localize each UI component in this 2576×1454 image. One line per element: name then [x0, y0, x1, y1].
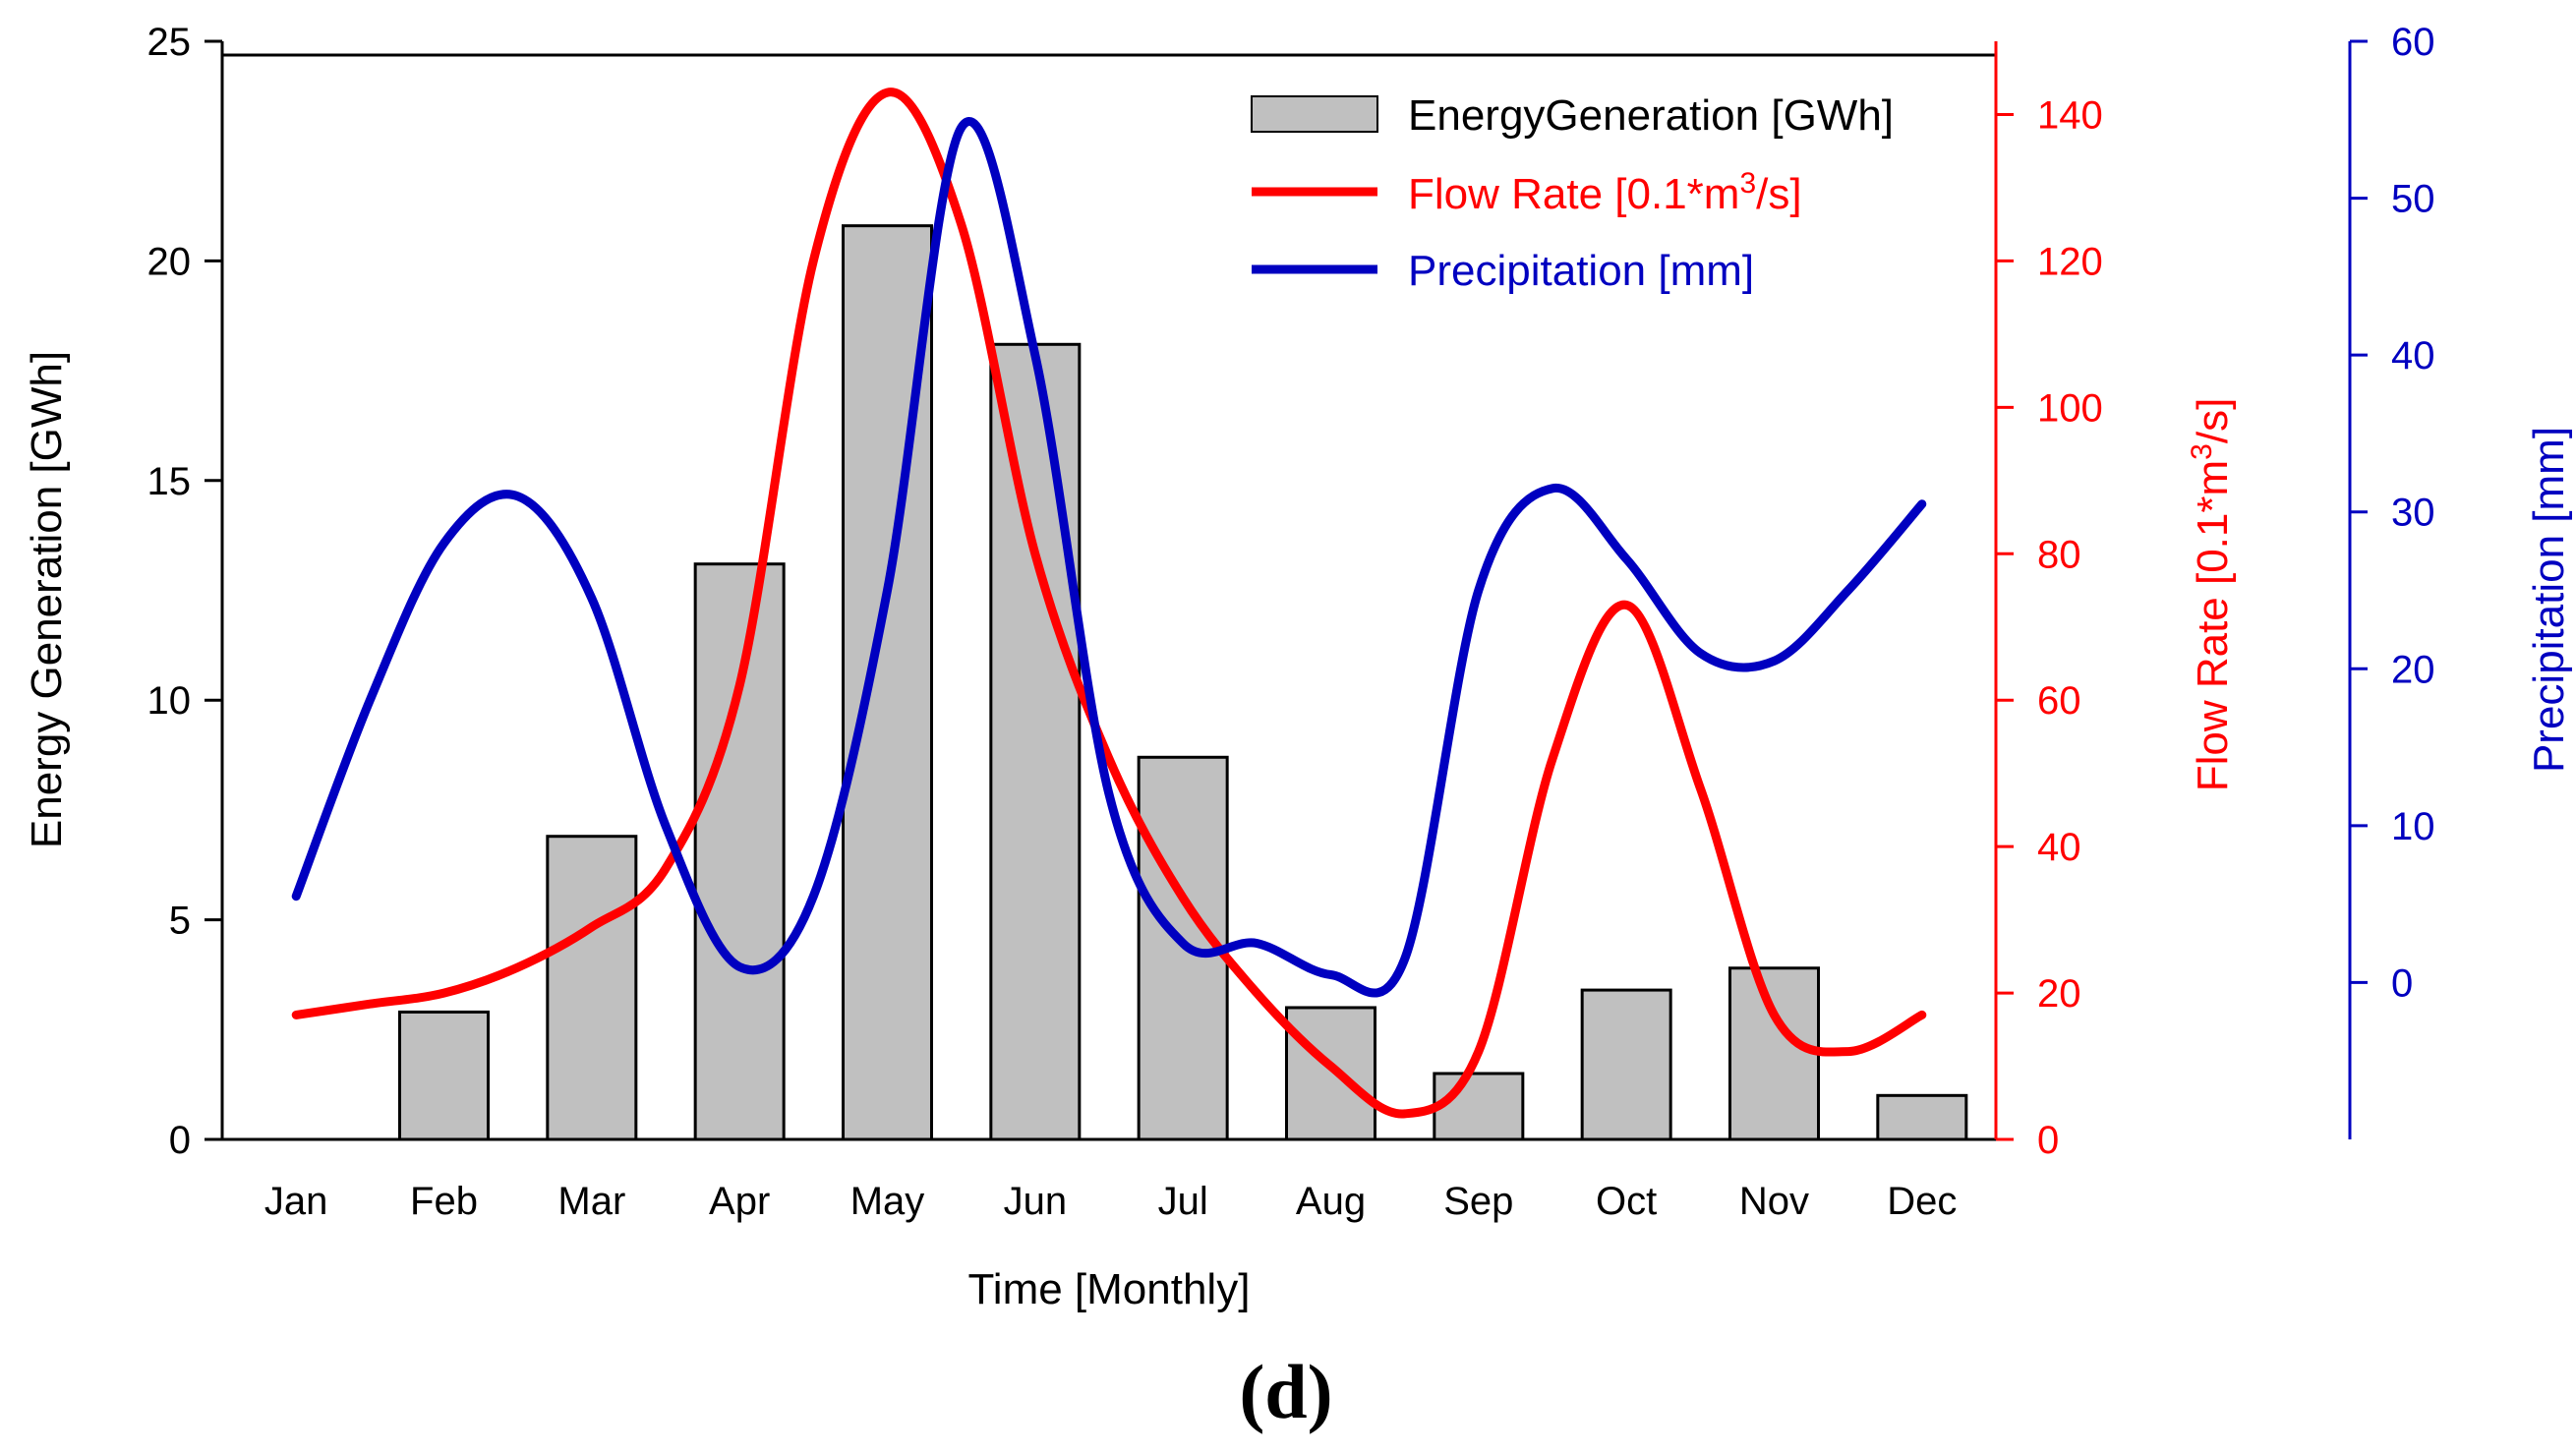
flow-tick-label: 80	[2037, 533, 2081, 576]
y2-axis-title: Flow Rate [0.1*m3/s]	[2186, 398, 2237, 792]
energy-bar-oct	[1580, 988, 1672, 1141]
y3-axis-title: Precipitation [mm]	[2525, 427, 2573, 773]
precip-tick-label: 20	[2391, 648, 2435, 691]
energy-bar-feb	[398, 1010, 490, 1141]
flow-tick-label: 40	[2037, 826, 2081, 869]
flow-tick-label: 140	[2037, 93, 2103, 137]
left-ticks: 0 5 10 15 20 25	[147, 21, 222, 1162]
precip-axis-ticks: 0 10 20 30 40 50 60	[2350, 21, 2435, 1005]
flow-tick-label: 0	[2037, 1119, 2059, 1162]
left-tick-label: 5	[169, 900, 191, 943]
precip-tick-label: 60	[2391, 21, 2435, 64]
legend-label-precip: Precipitation [mm]	[1408, 247, 1754, 295]
energy-bar-nov	[1728, 966, 1820, 1141]
flow-tick-label: 120	[2037, 240, 2103, 283]
flow-tick-label: 20	[2037, 972, 2081, 1016]
x-tick-label-dec: Dec	[1887, 1180, 1957, 1223]
energy-bar-sep	[1433, 1072, 1525, 1141]
x-tick-label-mar: Mar	[557, 1180, 625, 1223]
energy-bar-aug	[1285, 1006, 1376, 1141]
x-axis-title: Time [Monthly]	[968, 1265, 1251, 1313]
x-tick-label-jul: Jul	[1158, 1180, 1208, 1223]
x-tick-label-sep: Sep	[1443, 1180, 1513, 1223]
left-tick-label: 25	[147, 21, 192, 64]
x-tick-label-apr: Apr	[709, 1180, 770, 1223]
x-tick-label-feb: Feb	[410, 1180, 478, 1223]
y-axis-title: Energy Generation [GWh]	[23, 351, 71, 848]
energy-bar-dec	[1876, 1093, 1968, 1141]
bars-group	[398, 224, 1968, 1141]
energy-bar-jun	[989, 342, 1082, 1141]
left-tick-label: 0	[169, 1119, 191, 1162]
energy-bar-mar	[546, 835, 638, 1141]
x-tick-labels: Jan Feb Mar Apr May Jun Jul Aug Sep Oct Nov Dec	[264, 1180, 1957, 1223]
legend: EnergyGeneration [GWh] Flow Rate [0.1*m3…	[1251, 91, 1894, 295]
legend-label-energy: EnergyGeneration [GWh]	[1408, 91, 1894, 140]
flow-tick-label: 60	[2037, 679, 2081, 723]
precipitation-line	[291, 117, 1927, 998]
legend-label-flow: Flow Rate [0.1*m3/s]	[1408, 167, 1802, 218]
flow-rate-line	[291, 87, 1927, 1119]
left-tick-label: 15	[147, 460, 192, 503]
flow-tick-label: 100	[2037, 386, 2103, 430]
x-tick-label-nov: Nov	[1739, 1180, 1809, 1223]
energy-bar-apr	[693, 562, 786, 1141]
left-tick-label: 10	[147, 679, 192, 723]
x-tick-label-jun: Jun	[1004, 1180, 1068, 1223]
panel-label: (d)	[1239, 1349, 1332, 1434]
x-tick-label-aug: Aug	[1296, 1180, 1366, 1223]
flow-axis-ticks: 0 20 40 60 80 100 120 140	[1996, 93, 2103, 1162]
left-tick-label: 20	[147, 240, 192, 283]
x-tick-label-may: May	[850, 1180, 925, 1223]
precip-tick-label: 0	[2391, 961, 2413, 1005]
x-tick-label-oct: Oct	[1596, 1180, 1657, 1223]
legend-swatch-energy	[1251, 95, 1378, 133]
lines-group	[291, 87, 1927, 1119]
precip-tick-label: 40	[2391, 334, 2435, 378]
x-tick-label-jan: Jan	[264, 1180, 328, 1223]
precip-tick-label: 10	[2391, 805, 2435, 848]
precip-tick-label: 50	[2391, 178, 2435, 221]
precip-tick-label: 30	[2391, 492, 2435, 535]
